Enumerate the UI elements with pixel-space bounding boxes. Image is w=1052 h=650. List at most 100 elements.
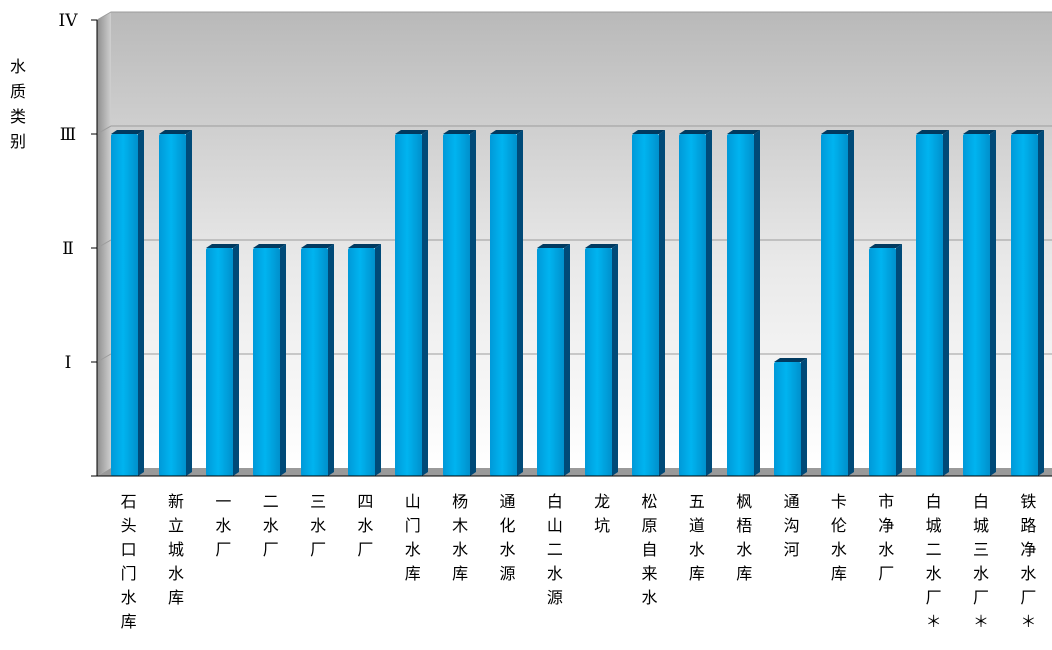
bar xyxy=(774,358,807,476)
x-category-label: 龙坑 xyxy=(594,492,610,535)
y-axis-title: 水质类别 xyxy=(10,57,26,151)
bar xyxy=(869,244,902,476)
x-category-label: 石头口门水库 xyxy=(121,492,137,631)
x-category-label: 三水厂 xyxy=(310,492,326,559)
bar xyxy=(963,130,996,476)
x-category-label: 枫梧水库 xyxy=(736,492,752,583)
bar-side xyxy=(754,130,760,476)
bar xyxy=(490,130,523,476)
x-category-label: 一水厂 xyxy=(215,492,231,559)
bar-side xyxy=(186,130,192,476)
bar-top xyxy=(963,130,996,134)
gridline xyxy=(96,125,1052,135)
plot-background xyxy=(97,12,1052,476)
bar xyxy=(585,244,618,476)
bar-front xyxy=(916,134,943,476)
bar-front xyxy=(490,134,517,476)
bar-side xyxy=(659,130,665,476)
bar xyxy=(111,130,144,476)
x-category-label: 五道水库 xyxy=(689,492,705,583)
bar xyxy=(206,244,239,476)
bar-top xyxy=(679,130,712,134)
bar-front xyxy=(301,248,328,476)
bar-top xyxy=(159,130,192,134)
bar-top xyxy=(821,130,854,134)
bar-front xyxy=(679,134,706,476)
bar-side xyxy=(422,130,428,476)
bar-front xyxy=(963,134,990,476)
y-tick-labels: Ⅰ Ⅱ Ⅲ IV xyxy=(59,11,79,373)
bar-top xyxy=(585,244,618,248)
x-category-label: 卡伦水库 xyxy=(831,492,847,583)
bar xyxy=(821,130,854,476)
bar-side xyxy=(801,358,807,476)
y-tick-label: IV xyxy=(59,11,79,31)
bar-side xyxy=(233,244,239,476)
bar-front xyxy=(774,362,801,476)
bar xyxy=(679,130,712,476)
bar-side xyxy=(517,130,523,476)
gridline xyxy=(96,11,1052,21)
bar-front xyxy=(395,134,422,476)
bars xyxy=(111,130,1044,476)
bar-top xyxy=(916,130,949,134)
bar xyxy=(632,130,665,476)
x-category-label: 山门水库 xyxy=(405,492,421,583)
bar-front xyxy=(632,134,659,476)
bar-top xyxy=(727,130,760,134)
bar xyxy=(443,130,476,476)
bar-side xyxy=(138,130,144,476)
x-category-label: 新立城水库 xyxy=(168,492,184,607)
bar-front xyxy=(585,248,612,476)
bar-top xyxy=(537,244,570,248)
x-category-label: 通化水源 xyxy=(499,492,515,583)
bar-side xyxy=(612,244,618,476)
bar xyxy=(253,244,286,476)
bar-front xyxy=(443,134,470,476)
bar-top xyxy=(490,130,523,134)
x-category-labels: 石头口门水库 新立城水库 一水厂 二水厂 三水厂 四水厂 山门水库 杨木水库 通化水源 白山二水源… xyxy=(121,492,1037,631)
bar-side xyxy=(1038,130,1044,476)
bar-top xyxy=(395,130,428,134)
bar-side xyxy=(848,130,854,476)
x-category-label: 杨木水库 xyxy=(452,492,468,583)
bar xyxy=(916,130,949,476)
bar-front xyxy=(159,134,186,476)
bar-front xyxy=(111,134,138,476)
bar xyxy=(537,244,570,476)
bar-front xyxy=(821,134,848,476)
bar-top xyxy=(869,244,902,248)
bar-front xyxy=(869,248,896,476)
bar-top xyxy=(253,244,286,248)
bar-top xyxy=(1011,130,1044,134)
bar-top xyxy=(206,244,239,248)
x-category-label: 四水厂 xyxy=(357,492,373,559)
bar-side xyxy=(564,244,570,476)
bar-side xyxy=(375,244,381,476)
x-category-label: 白城二水厂＊ xyxy=(926,492,942,631)
bar-front xyxy=(1011,134,1038,476)
bar-top xyxy=(348,244,381,248)
bar xyxy=(1011,130,1044,476)
bar xyxy=(727,130,760,476)
bar-side xyxy=(706,130,712,476)
y-tick-label: Ⅱ xyxy=(62,239,74,259)
bar-side xyxy=(328,244,334,476)
bar-front xyxy=(727,134,754,476)
x-category-label: 铁路净水厂＊ xyxy=(1020,492,1036,631)
bar-top xyxy=(111,130,144,134)
axes xyxy=(91,19,1052,477)
bar-side xyxy=(280,244,286,476)
bar-side xyxy=(990,130,996,476)
bar-front xyxy=(537,248,564,476)
bar xyxy=(348,244,381,476)
bar-side xyxy=(470,130,476,476)
bar xyxy=(301,244,334,476)
bar-front xyxy=(348,248,375,476)
bar xyxy=(159,130,192,476)
x-category-label: 市净水厂 xyxy=(878,492,894,583)
x-category-label: 通沟河 xyxy=(784,492,800,559)
bar-top xyxy=(774,358,807,362)
